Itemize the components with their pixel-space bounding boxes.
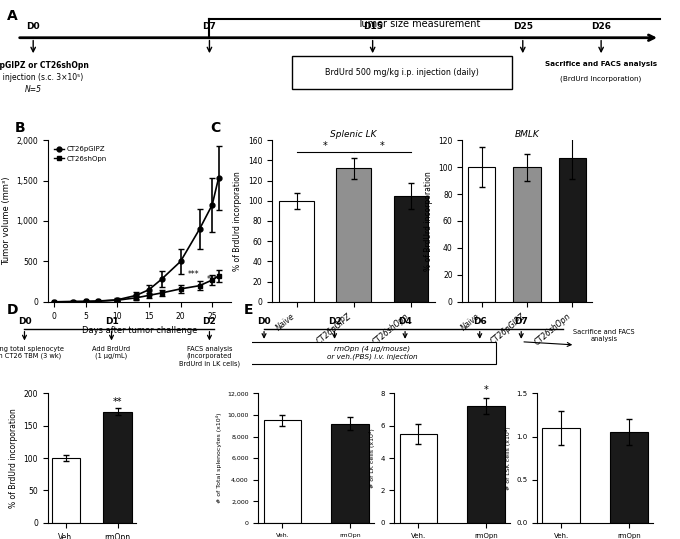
- Bar: [394, 196, 428, 302]
- Text: D1: D1: [105, 317, 118, 327]
- Text: Sacrifice and FACS
analysis: Sacrifice and FACS analysis: [573, 329, 635, 342]
- Text: *: *: [323, 141, 328, 151]
- Text: Add BrdUrd
(1 μg/mL): Add BrdUrd (1 μg/mL): [92, 346, 131, 360]
- Bar: [52, 458, 80, 523]
- Y-axis label: Tumor volume (mm³): Tumor volume (mm³): [1, 177, 11, 265]
- Title: Splenic LK: Splenic LK: [330, 130, 377, 140]
- FancyBboxPatch shape: [292, 56, 511, 89]
- Text: D0: D0: [27, 22, 40, 31]
- FancyBboxPatch shape: [248, 342, 496, 364]
- Text: N=5: N=5: [24, 85, 41, 94]
- Bar: [331, 424, 369, 523]
- Title: BMLK: BMLK: [515, 130, 539, 140]
- Bar: [337, 168, 371, 302]
- Text: BrdUrd 500 mg/kg i.p. injection (daily): BrdUrd 500 mg/kg i.p. injection (daily): [325, 68, 479, 77]
- Text: A: A: [7, 9, 18, 23]
- Y-axis label: # of LSK cells (x10⁴): # of LSK cells (x10⁴): [505, 426, 511, 490]
- Y-axis label: % of BrdUrd incorporation: % of BrdUrd incorporation: [9, 408, 18, 508]
- Y-axis label: # of LK cells (x10⁴): # of LK cells (x10⁴): [369, 429, 375, 488]
- Text: CT26pGIPZ or CT26shOpn: CT26pGIPZ or CT26shOpn: [0, 61, 88, 71]
- Text: E: E: [243, 303, 253, 317]
- Bar: [469, 167, 495, 302]
- Text: Tumor size measurement: Tumor size measurement: [356, 19, 480, 30]
- Bar: [513, 167, 541, 302]
- Text: D: D: [7, 303, 18, 317]
- Text: D25: D25: [513, 22, 533, 31]
- Text: D6: D6: [473, 317, 487, 327]
- Text: D0: D0: [257, 317, 271, 327]
- Text: D26: D26: [591, 22, 611, 31]
- Text: FACS analysis
(Incorporated
BrdUrd in LK cells): FACS analysis (Incorporated BrdUrd in LK…: [179, 346, 240, 367]
- Bar: [279, 201, 313, 302]
- Bar: [610, 432, 647, 523]
- Text: Plating total splenocyte
from CT26 TBM (3 wk): Plating total splenocyte from CT26 TBM (…: [0, 346, 64, 360]
- Text: D0: D0: [18, 317, 31, 327]
- Text: *: *: [379, 141, 384, 151]
- Text: cells injection (s.c. 3×10⁵): cells injection (s.c. 3×10⁵): [0, 73, 84, 82]
- Text: B: B: [14, 121, 25, 135]
- Text: D7: D7: [203, 22, 216, 31]
- Y-axis label: % of BrdUrd incorporation: % of BrdUrd incorporation: [233, 171, 242, 271]
- Text: D4: D4: [398, 317, 412, 327]
- Text: **: **: [113, 397, 122, 407]
- Y-axis label: # of Total splenocytes (x10⁴): # of Total splenocytes (x10⁴): [216, 413, 222, 503]
- Text: ***: ***: [207, 275, 218, 285]
- Text: C: C: [210, 121, 220, 135]
- Text: (BrdUrd Incorporation): (BrdUrd Incorporation): [560, 75, 642, 82]
- Text: rmOpn (4 μg/mouse)
or veh.(PBS) i.v. injection: rmOpn (4 μg/mouse) or veh.(PBS) i.v. inj…: [326, 346, 418, 360]
- Y-axis label: % of BrdUrd incorporation: % of BrdUrd incorporation: [424, 171, 432, 271]
- Bar: [467, 406, 505, 523]
- X-axis label: Days after tumor challenge: Days after tumor challenge: [82, 326, 197, 335]
- Text: D7: D7: [514, 317, 528, 327]
- Bar: [543, 428, 580, 523]
- Text: D15: D15: [362, 22, 383, 31]
- Bar: [559, 158, 585, 302]
- Text: D2: D2: [203, 317, 216, 327]
- Legend: CT26pGIPZ, CT26shOpn: CT26pGIPZ, CT26shOpn: [51, 143, 110, 164]
- Bar: [264, 420, 301, 523]
- Text: D2: D2: [328, 317, 341, 327]
- Bar: [400, 434, 437, 523]
- Text: Sacrifice and FACS analysis: Sacrifice and FACS analysis: [545, 61, 657, 67]
- Bar: [103, 412, 132, 523]
- Text: *: *: [483, 385, 488, 395]
- Text: ***: ***: [188, 270, 199, 279]
